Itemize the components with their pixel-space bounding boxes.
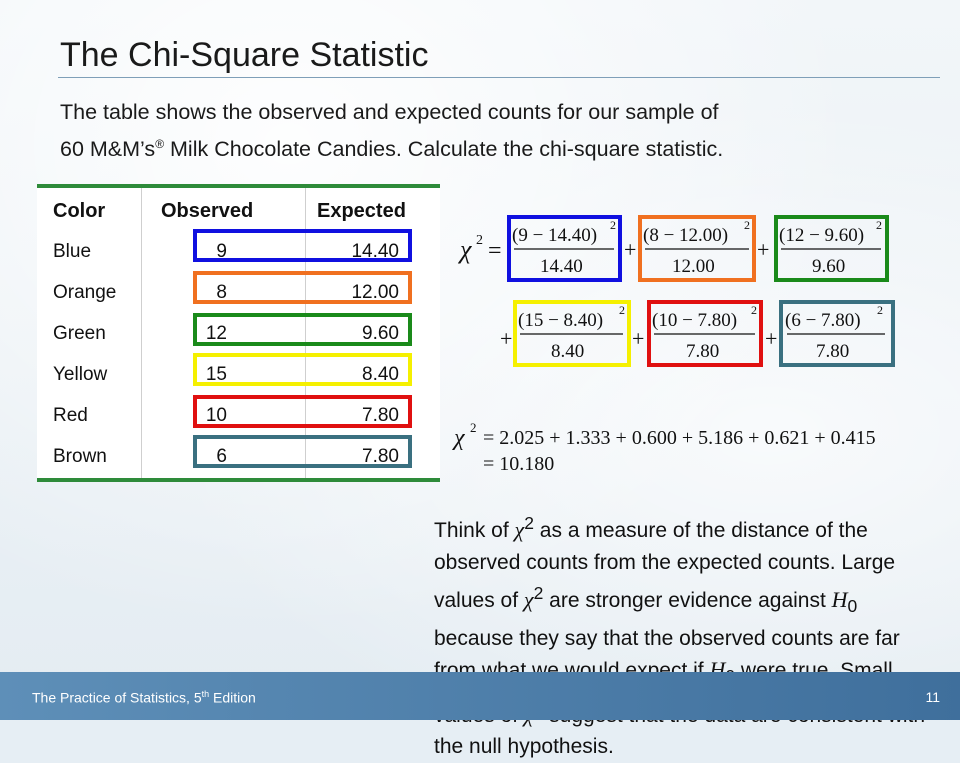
chi-symbol: χ [523, 587, 534, 612]
term-numerator: (10 − 7.80) [652, 310, 737, 331]
highlight-box-yellow [193, 353, 412, 386]
page-number: 11 [925, 689, 940, 705]
chi-symbol: χ [514, 517, 525, 542]
equals-sign: = [488, 238, 502, 264]
highlight-box-red [193, 395, 412, 428]
row-observed: 8 [216, 282, 227, 303]
footer-text: The Practice of Statistics, 5 [32, 689, 202, 706]
para-text: as a measure of the distance of the obse… [434, 519, 896, 612]
para-text: are stronger evidence against [543, 589, 832, 612]
plus-sign: + [757, 237, 769, 262]
plus-sign: + [624, 237, 636, 262]
chi-symbol: χ [457, 235, 472, 264]
term-numerator: (9 − 14.40) [512, 225, 597, 246]
term-numerator: (12 − 9.60) [779, 225, 864, 246]
row-color: Brown [53, 446, 107, 467]
intro-text: The table shows the observed and expecte… [60, 96, 920, 165]
chi-exponent: 2 [533, 583, 544, 603]
highlight-box-orange [193, 271, 412, 304]
intro-line-1: The table shows the observed and expecte… [60, 100, 719, 124]
slide-title: The Chi-Square Statistic [60, 36, 429, 74]
column-divider [141, 188, 142, 478]
term-box-green [774, 215, 889, 282]
intro-line-2b: Milk Chocolate Candies. Calculate the ch… [164, 137, 724, 162]
row-color: Green [53, 323, 106, 344]
h-null-subscript: 0 [847, 596, 858, 617]
term-box-yellow [513, 300, 631, 367]
row-observed: 9 [216, 241, 227, 262]
row-color: Yellow [53, 364, 108, 385]
row-color: Red [53, 405, 88, 426]
row-expected: 12.00 [351, 282, 399, 303]
chi-square-equation: χ 2 = (9 − 14.40) 2 14.40 + (8 − 12.00) … [452, 215, 895, 475]
term-box-brown [779, 300, 895, 367]
plus-sign: + [632, 326, 644, 351]
row-expected: 7.80 [362, 405, 399, 426]
row-observed: 12 [205, 323, 227, 344]
row-expected: 7.80 [362, 446, 399, 467]
term-denominator: 7.80 [816, 341, 849, 362]
chi-exponent: 2 [524, 513, 534, 533]
sum-line: = 2.025 + 1.333 + 0.600 + 5.186 + 0.621 … [483, 427, 876, 449]
footer-book-title: The Practice of Statistics, 5th Edition [32, 689, 256, 706]
term-denominator: 9.60 [812, 256, 845, 277]
term-exponent: 2 [751, 303, 757, 317]
term-denominator: 8.40 [551, 341, 584, 362]
para-text: Think of [434, 519, 515, 542]
term-exponent: 2 [876, 218, 882, 232]
counts-table: Color Observed Expected Blue 9 14.40 Ora… [37, 184, 440, 482]
highlight-box-green [193, 313, 412, 346]
highlight-box-blue [193, 229, 412, 262]
chi-symbol: χ [452, 425, 466, 451]
term-exponent: 2 [619, 303, 625, 317]
plus-sign: + [500, 326, 512, 351]
row-expected: 9.60 [362, 323, 399, 344]
row-observed: 10 [205, 405, 227, 426]
h-null: H [831, 587, 848, 612]
term-denominator: 12.00 [672, 256, 715, 277]
term-denominator: 14.40 [540, 256, 583, 277]
row-observed: 6 [216, 446, 227, 467]
interpretation-paragraph: Think of χ2 as a measure of the distance… [434, 508, 940, 763]
header-color: Color [53, 200, 106, 222]
footer-text: Edition [209, 689, 256, 706]
term-box-red [647, 300, 763, 367]
highlight-box-brown [193, 435, 412, 468]
registered-mark: ® [155, 137, 165, 151]
header-observed: Observed [161, 200, 254, 222]
footer-superscript: th [201, 689, 210, 699]
term-numerator: (15 − 8.40) [518, 310, 603, 331]
row-expected: 8.40 [362, 364, 399, 385]
plus-sign: + [765, 326, 777, 351]
title-rule [58, 77, 940, 78]
term-box-blue [507, 215, 622, 282]
chi-exponent: 2 [476, 233, 483, 248]
row-observed: 15 [205, 364, 227, 385]
row-color: Blue [53, 241, 92, 262]
term-exponent: 2 [610, 218, 616, 232]
term-denominator: 7.80 [686, 341, 719, 362]
term-exponent: 2 [877, 303, 883, 317]
result-line: = 10.180 [483, 453, 554, 475]
row-expected: 14.40 [351, 241, 399, 262]
term-numerator: (6 − 7.80) [785, 310, 861, 331]
term-box-orange [638, 215, 756, 282]
intro-line-2a: 60 M&M’s [60, 137, 156, 162]
column-divider [305, 188, 306, 478]
chi-exponent: 2 [470, 420, 477, 435]
header-expected: Expected [317, 200, 406, 222]
footer-bar: The Practice of Statistics, 5th Edition … [0, 672, 960, 720]
term-exponent: 2 [744, 218, 750, 232]
term-numerator: (8 − 12.00) [643, 225, 728, 246]
row-color: Orange [53, 282, 117, 303]
